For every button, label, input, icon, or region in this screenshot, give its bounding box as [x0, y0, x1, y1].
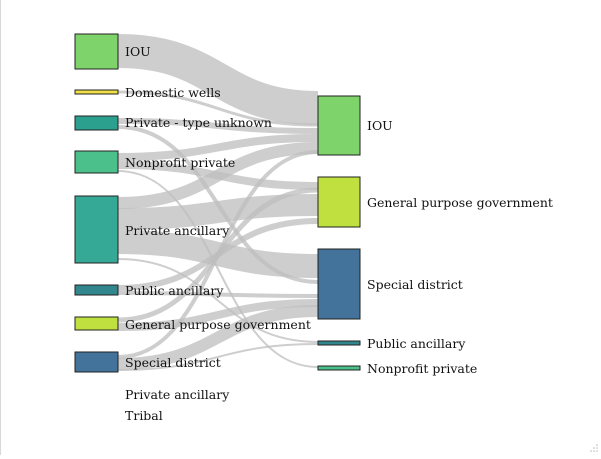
left-label-iou: IOU: [125, 44, 151, 59]
left-node-domestic-wells[interactable]: [74, 89, 119, 95]
left-node-private-type-unknown[interactable]: [74, 115, 119, 131]
link-special-district-to-iou[interactable]: [117, 150, 319, 359]
left-node-general-purpose-government[interactable]: [74, 316, 119, 331]
right-labels: IOU General purpose government Special d…: [367, 118, 553, 376]
left-label-general-purpose-government: General purpose government: [125, 317, 311, 332]
link-private-ancillary-to-general-purpose-government[interactable]: [117, 194, 319, 230]
left-label-private-type-unknown: Private - type unknown: [125, 115, 272, 130]
link-special-district-to-public-ancillary[interactable]: [117, 343, 319, 371]
right-label-general-purpose-government: General purpose government: [367, 195, 553, 210]
left-node-nonprofit-private[interactable]: [74, 150, 119, 174]
link-iou-to-iou[interactable]: [117, 34, 319, 125]
right-node-public-ancillary[interactable]: [317, 340, 361, 346]
left-label-domestic-wells: Domestic wells: [125, 85, 221, 100]
left-label-special-district: Special district: [125, 355, 221, 370]
right-label-nonprofit-private: Nonprofit private: [367, 361, 477, 376]
right-label-public-ancillary: Public ancillary: [367, 336, 466, 351]
left-node-private-ancillary[interactable]: [74, 195, 119, 264]
left-node-iou[interactable]: [74, 33, 119, 70]
link-private-ancillary-to-public-ancillary[interactable]: [117, 258, 319, 343]
link-private-ancillary-to-iou[interactable]: [117, 142, 319, 209]
extra-label-private-ancillary: Private ancillary: [125, 387, 230, 402]
right-node-nonprofit-private[interactable]: [317, 365, 361, 371]
link-domestic-wells-to-iou[interactable]: [117, 90, 319, 127]
link-special-district-to-special-district[interactable]: [117, 305, 319, 370]
left-label-public-ancillary: Public ancillary: [125, 283, 224, 298]
left-labels: IOU Domestic wells Private - type unknow…: [125, 44, 311, 423]
link-nonprofit-private-to-iou[interactable]: [117, 134, 319, 161]
link-public-ancillary-to-special-district[interactable]: [117, 291, 319, 298]
right-nodes: [317, 95, 361, 371]
left-node-special-district[interactable]: [74, 351, 119, 373]
link-general-purpose-government-to-special-district[interactable]: [117, 299, 319, 331]
link-nonprofit-private-to-nonprofit-private[interactable]: [117, 170, 319, 368]
link-private-type-unknown-to-iou[interactable]: [117, 118, 319, 134]
left-node-public-ancillary[interactable]: [74, 284, 119, 296]
left-label-private-ancillary: Private ancillary: [125, 223, 230, 238]
right-node-special-district[interactable]: [317, 248, 361, 320]
extra-label-tribal: Tribal: [125, 408, 163, 423]
left-label-nonprofit-private: Nonprofit private: [125, 155, 235, 170]
right-node-general-purpose-government[interactable]: [317, 176, 361, 228]
right-label-special-district: Special district: [367, 277, 463, 292]
left-nodes: [74, 33, 119, 373]
right-node-iou[interactable]: [317, 95, 361, 156]
right-label-iou: IOU: [367, 118, 393, 133]
sankey-links: [117, 34, 319, 371]
resize-grip-icon[interactable]: [589, 443, 599, 453]
window-edge: [0, 0, 1, 455]
